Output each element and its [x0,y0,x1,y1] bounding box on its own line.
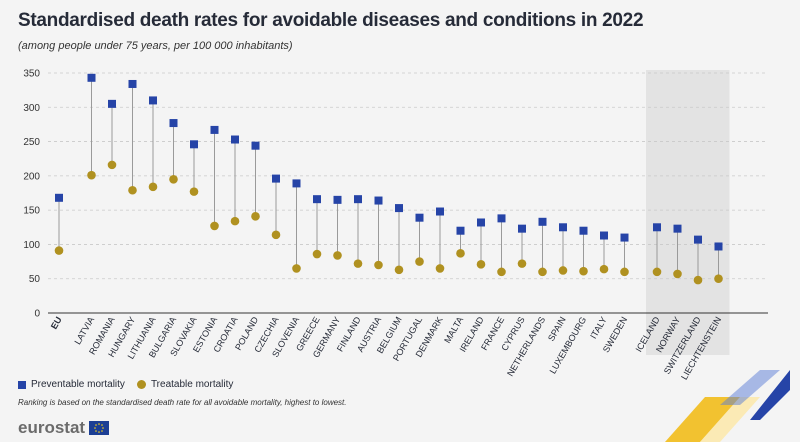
shaded-region [646,70,730,355]
category-label: EU [49,315,64,331]
preventable-point [497,214,506,223]
y-tick-label: 100 [23,240,40,251]
preventable-point [333,195,342,204]
treatable-legend-label: Treatable mortality [150,379,234,390]
treatable-point [210,221,219,231]
treatable-point [333,251,342,260]
preventable-point [272,174,280,183]
logo-text: eurostat [18,418,86,437]
treatable-point [374,260,383,270]
eu-flag-icon [89,421,110,435]
treatable-point [435,264,445,273]
preventable-point [190,140,198,149]
preventable-point [673,224,682,233]
treatable-point [620,267,629,277]
y-tick-label: 250 [23,137,40,148]
category-label: ITALY [588,315,609,341]
treatable-point [107,160,117,170]
treatable-point [189,187,199,196]
preventable-legend-marker [18,380,26,389]
preventable-point [292,179,301,188]
treatable-point [54,246,64,255]
treatable-point [693,275,703,285]
treatable-point [251,212,260,221]
treatable-point [148,182,158,192]
preventable-point [210,125,219,134]
category-label: SPAIN [546,315,568,343]
preventable-point [169,119,178,128]
decorative-stripes [665,370,790,442]
y-tick-label: 50 [29,274,41,285]
treatable-point [517,259,527,268]
treatable-point [169,174,178,184]
preventable-point [231,135,239,144]
treatable-point [579,266,588,276]
preventable-point [436,207,444,216]
y-tick-label: 300 [23,103,40,114]
legend: Preventable mortality Treatable mortalit… [18,379,233,390]
chart-title: Standardised death rates for avoidable d… [18,10,644,31]
preventable-point [395,204,403,213]
treatable-point [558,266,568,275]
eurostat-logo: eurostat [18,418,110,438]
treatable-point [652,267,662,277]
preventable-point [149,96,157,105]
preventable-point [653,223,661,232]
preventable-point [55,193,63,202]
treatable-point [87,170,96,180]
treatable-point [230,216,240,226]
preventable-point [694,235,702,244]
treatable-point [538,267,547,277]
treatable-legend-marker [136,380,146,389]
preventable-point [620,233,629,242]
y-tick-label: 150 [23,206,40,217]
treatable-point [497,267,506,277]
preventable-point [313,195,321,204]
y-tick-label: 350 [23,69,40,80]
preventable-point [251,141,260,150]
preventable-point [456,226,465,235]
preventable-legend-label: Preventable mortality [31,379,125,390]
footnote: Ranking is based on the standardised dea… [18,398,347,407]
treatable-point [292,264,301,273]
treatable-point [271,230,281,240]
preventable-point [538,217,547,226]
treatable-point [128,185,137,195]
preventable-point [714,242,723,251]
chart-subtitle: (among people under 75 years, per 100 00… [18,40,293,52]
preventable-point [518,224,526,233]
preventable-point [415,213,424,222]
treatable-point [456,249,465,258]
treatable-point [714,274,723,284]
preventable-point [579,226,588,235]
treatable-point [312,249,322,259]
preventable-point [87,73,96,82]
y-tick-label: 0 [34,309,40,320]
treatable-point [599,264,609,274]
preventable-point [477,218,485,227]
treatable-point [476,260,486,269]
treatable-point [415,257,424,266]
treatable-point [353,259,363,268]
preventable-point [128,79,137,88]
preventable-point [374,196,383,205]
preventable-point [108,99,116,108]
preventable-point [559,223,567,232]
treatable-point [673,269,682,279]
preventable-point [354,195,362,204]
preventable-point [600,231,608,240]
treatable-point [394,265,404,275]
y-tick-label: 200 [23,171,40,182]
